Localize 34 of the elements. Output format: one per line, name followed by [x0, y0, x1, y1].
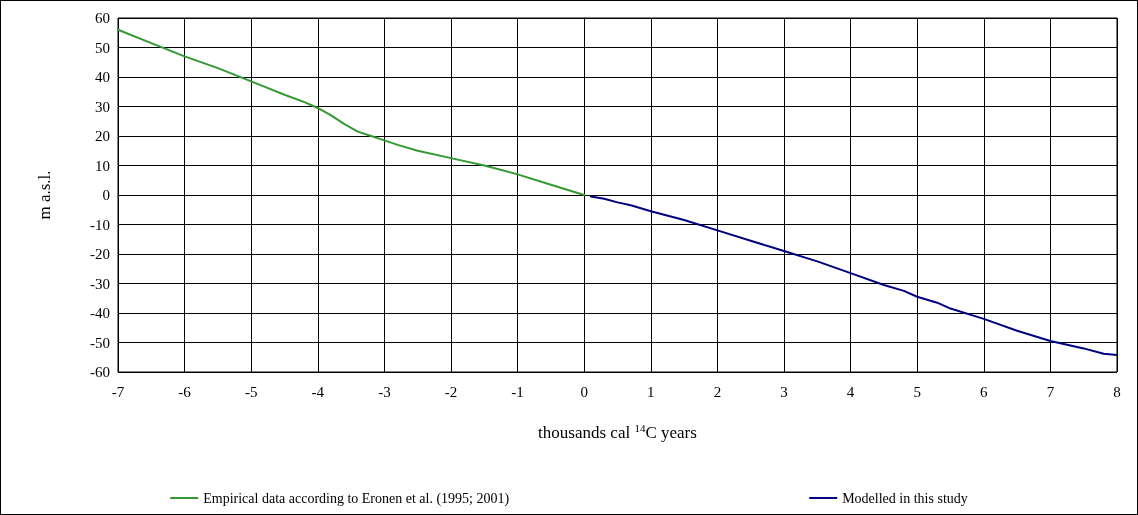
x-tick-label: -7 — [111, 383, 125, 400]
y-tick-label: 60 — [95, 10, 110, 26]
x-tick-label: 2 — [713, 383, 722, 400]
legend-label: Empirical data according to Eronen et al. (1995; 2001) — [203, 490, 510, 507]
y-tick-label: -10 — [90, 216, 110, 233]
x-tick-label: 1 — [647, 383, 655, 400]
y-tick-label: 20 — [95, 128, 110, 144]
x-tick-label: 0 — [580, 383, 588, 400]
x-tick-label: -1 — [511, 383, 524, 400]
x-tick-label: 4 — [846, 383, 855, 400]
y-tick-label: -40 — [90, 305, 110, 321]
y-tick-label: -60 — [90, 364, 110, 380]
x-tick-label: -3 — [378, 383, 391, 400]
line-series — [589, 195, 1118, 356]
x-tick-label: -5 — [244, 383, 258, 400]
y-tick-label: 40 — [95, 69, 110, 85]
y-axis-title: m a.s.l. — [35, 170, 54, 220]
x-tick-label: 5 — [913, 383, 921, 400]
y-tick-label: 0 — [102, 187, 110, 203]
y-tick-label: -30 — [90, 275, 110, 292]
x-tick-label: -4 — [311, 383, 325, 400]
x-tick-label: 8 — [1113, 383, 1121, 400]
x-tick-label: 3 — [780, 383, 788, 400]
line-series — [117, 28, 586, 196]
y-tick-label: 50 — [95, 39, 110, 56]
y-tick-label: -50 — [90, 334, 110, 351]
x-tick-label: -6 — [178, 383, 192, 400]
x-tick-label: 6 — [980, 383, 989, 400]
x-tick-label: 7 — [1046, 383, 1055, 400]
y-tick-label: 30 — [95, 98, 110, 115]
x-tick-label: -2 — [444, 383, 458, 400]
y-tick-label: 10 — [95, 157, 110, 174]
legend-label: Modelled in this study — [842, 490, 968, 506]
y-tick-label: -20 — [90, 246, 110, 262]
